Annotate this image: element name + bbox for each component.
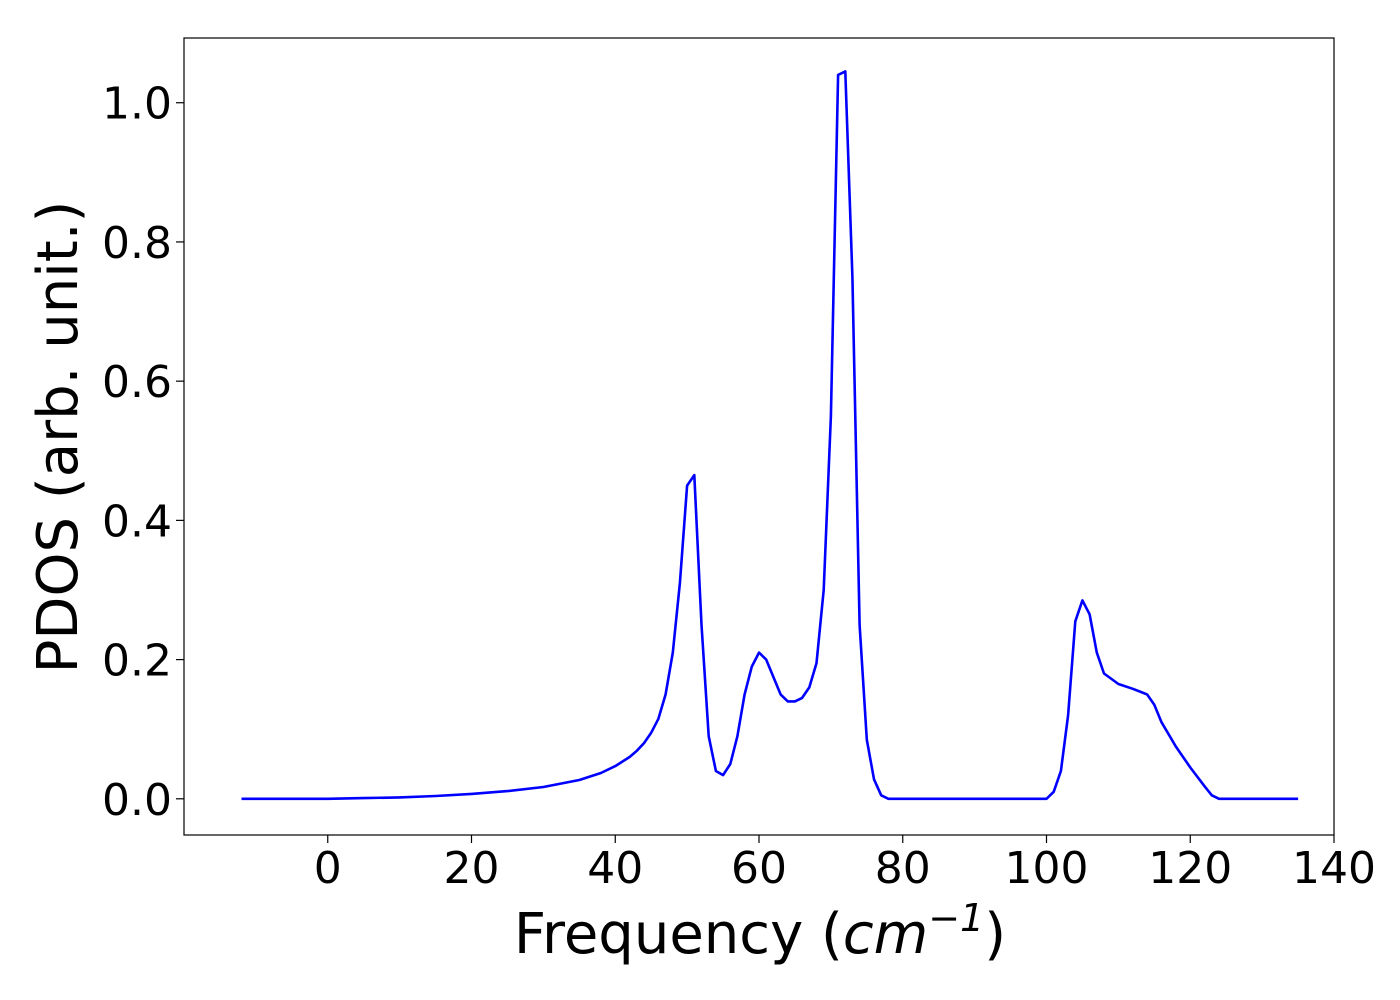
y-tick-label: 1.0 bbox=[102, 79, 172, 130]
y-tick-label: 0.2 bbox=[102, 636, 172, 687]
x-tick-label: 60 bbox=[731, 843, 787, 894]
x-tick-label: 80 bbox=[875, 843, 931, 894]
x-tick-label: 20 bbox=[444, 843, 500, 894]
y-tick-label: 0.0 bbox=[102, 775, 172, 826]
x-tick-label: 40 bbox=[587, 843, 643, 894]
y-axis-ticks: 0.0 0.2 0.4 0.6 0.8 1.0 bbox=[102, 79, 184, 826]
x-tick-label: 120 bbox=[1148, 843, 1232, 894]
x-axis-label: Frequency (cm−1) bbox=[514, 896, 1006, 967]
series-layer bbox=[241, 70, 1299, 801]
x-tick-label: 0 bbox=[314, 843, 342, 894]
x-tick-label: 100 bbox=[1005, 843, 1089, 894]
x-tick-label: 140 bbox=[1292, 843, 1376, 894]
y-tick-label: 0.6 bbox=[102, 357, 172, 408]
plot-frame bbox=[183, 37, 1335, 836]
y-axis-label: PDOS (arb. unit.) bbox=[26, 201, 91, 674]
pdos-series-line bbox=[241, 70, 1299, 801]
y-tick-label: 0.4 bbox=[102, 496, 172, 547]
x-axis-ticks: 0 20 40 60 80 100 120 140 bbox=[314, 835, 1376, 894]
y-tick-label: 0.8 bbox=[102, 218, 172, 269]
